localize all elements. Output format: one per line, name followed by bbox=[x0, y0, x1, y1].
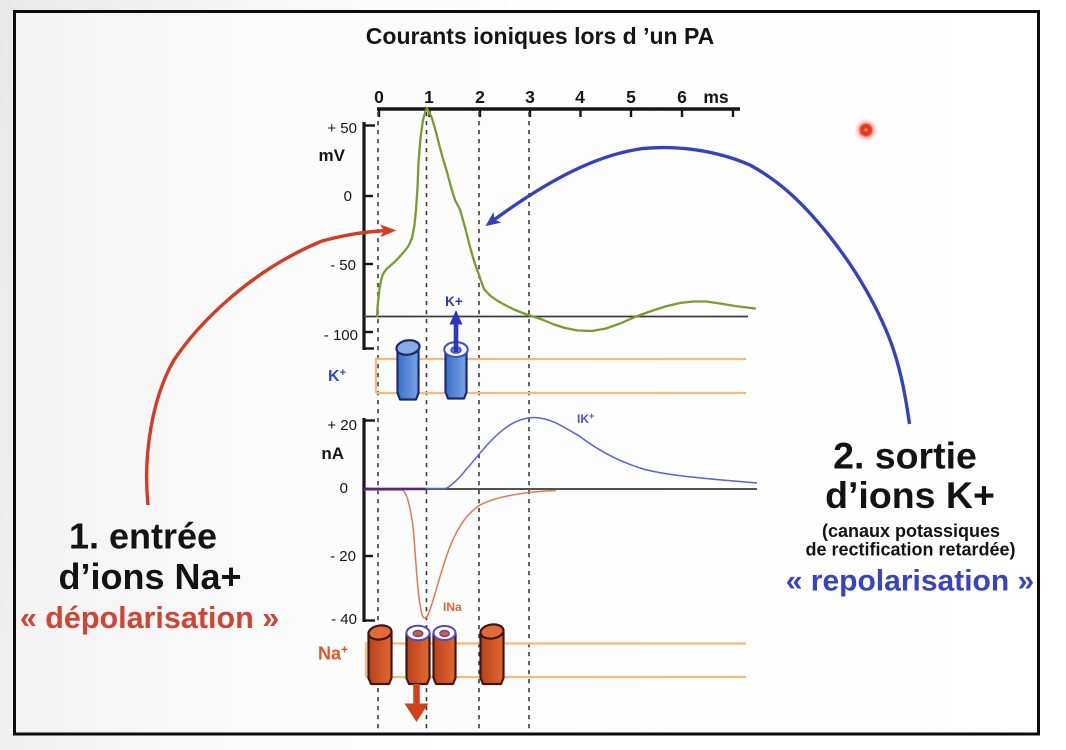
svg-text:K+: K+ bbox=[445, 294, 463, 309]
svg-text:0: 0 bbox=[340, 480, 348, 497]
svg-text:mV: mV bbox=[319, 146, 346, 165]
svg-text:- 20: - 20 bbox=[330, 548, 356, 565]
svg-text:1: 1 bbox=[424, 87, 434, 107]
svg-text:5: 5 bbox=[626, 87, 636, 107]
svg-text:INa: INa bbox=[443, 600, 462, 614]
svg-text:« repolarisation »: « repolarisation » bbox=[786, 565, 1034, 598]
svg-text:2: 2 bbox=[475, 87, 485, 107]
svg-text:d’ions K+: d’ions K+ bbox=[825, 474, 995, 516]
svg-text:+ 50: + 50 bbox=[327, 120, 357, 137]
svg-text:- 40: - 40 bbox=[331, 611, 357, 628]
svg-text:« dépolarisation »: « dépolarisation » bbox=[20, 601, 279, 635]
svg-text:ms: ms bbox=[703, 87, 729, 107]
svg-text:- 100: - 100 bbox=[324, 327, 358, 344]
svg-text:d’ions Na+: d’ions Na+ bbox=[58, 556, 241, 597]
svg-text:de rectification retardée): de rectification retardée) bbox=[805, 540, 1015, 560]
svg-text:4: 4 bbox=[575, 87, 585, 107]
svg-text:0: 0 bbox=[344, 188, 352, 205]
svg-text:+ 20: + 20 bbox=[327, 417, 357, 434]
svg-text:(canaux potassiques: (canaux potassiques bbox=[822, 521, 1000, 541]
svg-text:3: 3 bbox=[525, 87, 535, 107]
svg-text:0: 0 bbox=[374, 87, 384, 107]
svg-text:6: 6 bbox=[677, 87, 687, 107]
svg-text:Courants ioniques lors d ’un P: Courants ioniques lors d ’un PA bbox=[366, 23, 714, 49]
svg-text:- 50: - 50 bbox=[330, 257, 356, 274]
svg-text:Na+: Na+ bbox=[318, 643, 348, 664]
svg-text:1. entrée: 1. entrée bbox=[69, 516, 217, 557]
svg-text:2. sortie: 2. sortie bbox=[833, 435, 977, 477]
svg-text:nA: nA bbox=[321, 444, 344, 463]
